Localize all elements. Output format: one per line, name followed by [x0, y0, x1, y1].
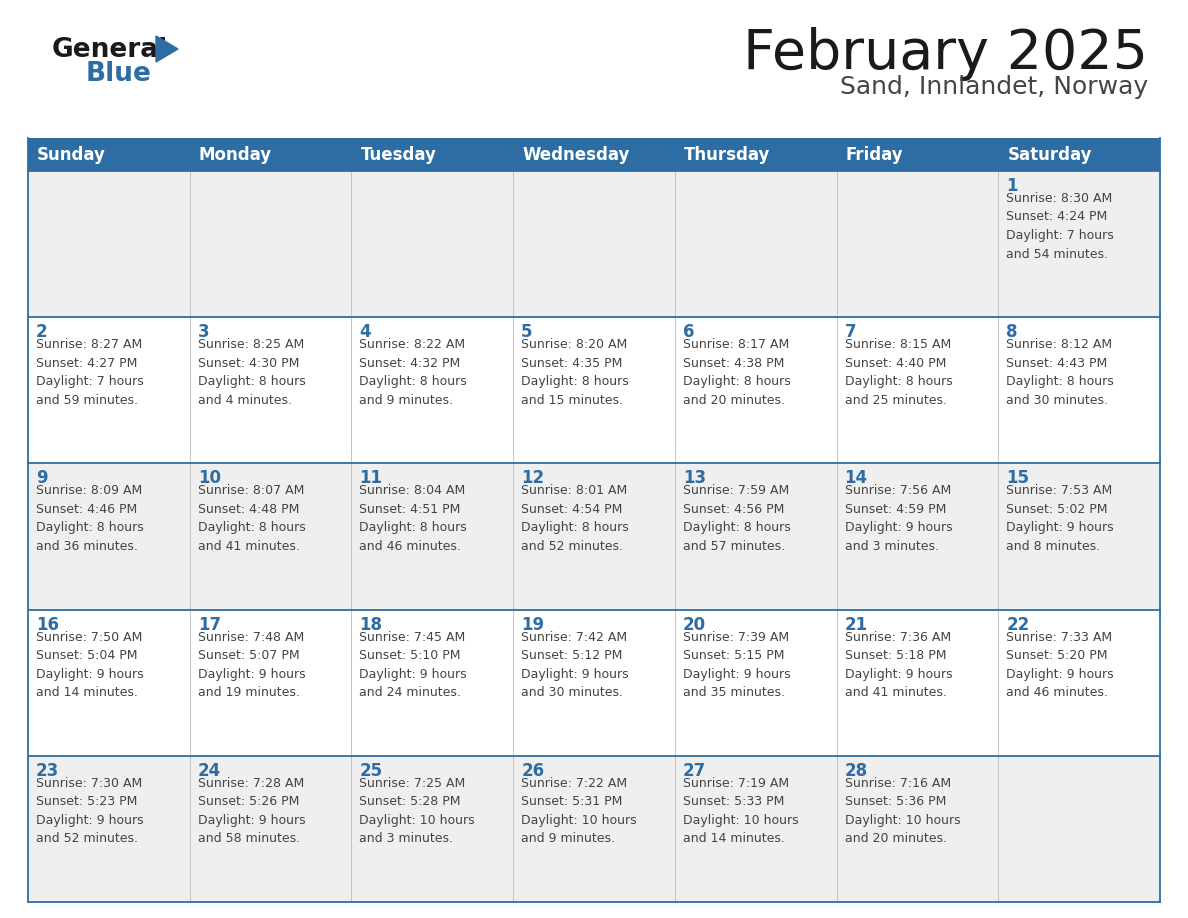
- Text: 27: 27: [683, 762, 706, 779]
- Text: Blue: Blue: [86, 61, 152, 87]
- Bar: [29, 138, 1159, 171]
- Text: Sunrise: 7:28 AM
Sunset: 5:26 PM
Daylight: 9 hours
and 58 minutes.: Sunrise: 7:28 AM Sunset: 5:26 PM Dayligh…: [197, 777, 305, 845]
- Text: 19: 19: [522, 616, 544, 633]
- Text: 20: 20: [683, 616, 706, 633]
- Text: 13: 13: [683, 469, 706, 487]
- Text: 22: 22: [1006, 616, 1030, 633]
- Text: 26: 26: [522, 762, 544, 779]
- Text: 25: 25: [360, 762, 383, 779]
- Text: 14: 14: [845, 469, 867, 487]
- Text: Sunrise: 7:56 AM
Sunset: 4:59 PM
Daylight: 9 hours
and 3 minutes.: Sunrise: 7:56 AM Sunset: 4:59 PM Dayligh…: [845, 485, 953, 553]
- Text: Sunrise: 7:33 AM
Sunset: 5:20 PM
Daylight: 9 hours
and 46 minutes.: Sunrise: 7:33 AM Sunset: 5:20 PM Dayligh…: [1006, 631, 1114, 700]
- Text: Wednesday: Wednesday: [523, 145, 630, 163]
- Text: Sunrise: 8:09 AM
Sunset: 4:46 PM
Daylight: 8 hours
and 36 minutes.: Sunrise: 8:09 AM Sunset: 4:46 PM Dayligh…: [36, 485, 144, 553]
- Text: 4: 4: [360, 323, 371, 341]
- Text: Sunrise: 8:30 AM
Sunset: 4:24 PM
Daylight: 7 hours
and 54 minutes.: Sunrise: 8:30 AM Sunset: 4:24 PM Dayligh…: [1006, 192, 1114, 261]
- Bar: [29, 318, 1159, 464]
- Polygon shape: [156, 36, 178, 62]
- Text: Sunrise: 8:22 AM
Sunset: 4:32 PM
Daylight: 8 hours
and 9 minutes.: Sunrise: 8:22 AM Sunset: 4:32 PM Dayligh…: [360, 338, 467, 407]
- Text: Sunday: Sunday: [37, 145, 106, 163]
- Text: 11: 11: [360, 469, 383, 487]
- Text: Sunrise: 7:59 AM
Sunset: 4:56 PM
Daylight: 8 hours
and 57 minutes.: Sunrise: 7:59 AM Sunset: 4:56 PM Dayligh…: [683, 485, 790, 553]
- Text: Sunrise: 7:50 AM
Sunset: 5:04 PM
Daylight: 9 hours
and 14 minutes.: Sunrise: 7:50 AM Sunset: 5:04 PM Dayligh…: [36, 631, 144, 700]
- Text: Sunrise: 8:04 AM
Sunset: 4:51 PM
Daylight: 8 hours
and 46 minutes.: Sunrise: 8:04 AM Sunset: 4:51 PM Dayligh…: [360, 485, 467, 553]
- Text: February 2025: February 2025: [742, 27, 1148, 81]
- Text: Sunrise: 7:30 AM
Sunset: 5:23 PM
Daylight: 9 hours
and 52 minutes.: Sunrise: 7:30 AM Sunset: 5:23 PM Dayligh…: [36, 777, 144, 845]
- Text: 5: 5: [522, 323, 532, 341]
- Text: 1: 1: [1006, 177, 1018, 195]
- Bar: [29, 464, 1159, 610]
- Text: 24: 24: [197, 762, 221, 779]
- Text: 9: 9: [36, 469, 48, 487]
- Text: 3: 3: [197, 323, 209, 341]
- Text: Sunrise: 8:17 AM
Sunset: 4:38 PM
Daylight: 8 hours
and 20 minutes.: Sunrise: 8:17 AM Sunset: 4:38 PM Dayligh…: [683, 338, 790, 407]
- Text: Sunrise: 8:15 AM
Sunset: 4:40 PM
Daylight: 8 hours
and 25 minutes.: Sunrise: 8:15 AM Sunset: 4:40 PM Dayligh…: [845, 338, 953, 407]
- Text: Sand, Innlandet, Norway: Sand, Innlandet, Norway: [840, 75, 1148, 99]
- Text: 2: 2: [36, 323, 48, 341]
- Text: Sunrise: 8:25 AM
Sunset: 4:30 PM
Daylight: 8 hours
and 4 minutes.: Sunrise: 8:25 AM Sunset: 4:30 PM Dayligh…: [197, 338, 305, 407]
- Text: Sunrise: 7:36 AM
Sunset: 5:18 PM
Daylight: 9 hours
and 41 minutes.: Sunrise: 7:36 AM Sunset: 5:18 PM Dayligh…: [845, 631, 953, 700]
- Text: Tuesday: Tuesday: [360, 145, 436, 163]
- Text: Sunrise: 8:12 AM
Sunset: 4:43 PM
Daylight: 8 hours
and 30 minutes.: Sunrise: 8:12 AM Sunset: 4:43 PM Dayligh…: [1006, 338, 1114, 407]
- Text: Thursday: Thursday: [684, 145, 770, 163]
- Text: 16: 16: [36, 616, 59, 633]
- Bar: [29, 610, 1159, 756]
- Text: 12: 12: [522, 469, 544, 487]
- Text: Monday: Monday: [198, 145, 272, 163]
- Text: 28: 28: [845, 762, 867, 779]
- Text: Sunrise: 7:48 AM
Sunset: 5:07 PM
Daylight: 9 hours
and 19 minutes.: Sunrise: 7:48 AM Sunset: 5:07 PM Dayligh…: [197, 631, 305, 700]
- Text: Friday: Friday: [846, 145, 903, 163]
- Text: 8: 8: [1006, 323, 1018, 341]
- Text: Sunrise: 7:22 AM
Sunset: 5:31 PM
Daylight: 10 hours
and 9 minutes.: Sunrise: 7:22 AM Sunset: 5:31 PM Dayligh…: [522, 777, 637, 845]
- Text: Sunrise: 7:16 AM
Sunset: 5:36 PM
Daylight: 10 hours
and 20 minutes.: Sunrise: 7:16 AM Sunset: 5:36 PM Dayligh…: [845, 777, 960, 845]
- Text: Sunrise: 7:53 AM
Sunset: 5:02 PM
Daylight: 9 hours
and 8 minutes.: Sunrise: 7:53 AM Sunset: 5:02 PM Dayligh…: [1006, 485, 1114, 553]
- Text: 6: 6: [683, 323, 694, 341]
- Text: 23: 23: [36, 762, 59, 779]
- Text: 21: 21: [845, 616, 867, 633]
- Text: Sunrise: 8:27 AM
Sunset: 4:27 PM
Daylight: 7 hours
and 59 minutes.: Sunrise: 8:27 AM Sunset: 4:27 PM Dayligh…: [36, 338, 144, 407]
- Text: 15: 15: [1006, 469, 1029, 487]
- Text: 10: 10: [197, 469, 221, 487]
- Text: Sunrise: 7:42 AM
Sunset: 5:12 PM
Daylight: 9 hours
and 30 minutes.: Sunrise: 7:42 AM Sunset: 5:12 PM Dayligh…: [522, 631, 628, 700]
- Text: Sunrise: 7:45 AM
Sunset: 5:10 PM
Daylight: 9 hours
and 24 minutes.: Sunrise: 7:45 AM Sunset: 5:10 PM Dayligh…: [360, 631, 467, 700]
- Bar: [29, 171, 1159, 318]
- Text: 7: 7: [845, 323, 857, 341]
- Text: 18: 18: [360, 616, 383, 633]
- Bar: [29, 756, 1159, 902]
- Text: Sunrise: 7:25 AM
Sunset: 5:28 PM
Daylight: 10 hours
and 3 minutes.: Sunrise: 7:25 AM Sunset: 5:28 PM Dayligh…: [360, 777, 475, 845]
- Text: Sunrise: 8:07 AM
Sunset: 4:48 PM
Daylight: 8 hours
and 41 minutes.: Sunrise: 8:07 AM Sunset: 4:48 PM Dayligh…: [197, 485, 305, 553]
- Text: Sunrise: 8:20 AM
Sunset: 4:35 PM
Daylight: 8 hours
and 15 minutes.: Sunrise: 8:20 AM Sunset: 4:35 PM Dayligh…: [522, 338, 628, 407]
- Text: Sunrise: 7:19 AM
Sunset: 5:33 PM
Daylight: 10 hours
and 14 minutes.: Sunrise: 7:19 AM Sunset: 5:33 PM Dayligh…: [683, 777, 798, 845]
- Text: 17: 17: [197, 616, 221, 633]
- Text: Saturday: Saturday: [1007, 145, 1092, 163]
- Text: Sunrise: 8:01 AM
Sunset: 4:54 PM
Daylight: 8 hours
and 52 minutes.: Sunrise: 8:01 AM Sunset: 4:54 PM Dayligh…: [522, 485, 628, 553]
- Text: Sunrise: 7:39 AM
Sunset: 5:15 PM
Daylight: 9 hours
and 35 minutes.: Sunrise: 7:39 AM Sunset: 5:15 PM Dayligh…: [683, 631, 790, 700]
- Text: General: General: [52, 37, 169, 63]
